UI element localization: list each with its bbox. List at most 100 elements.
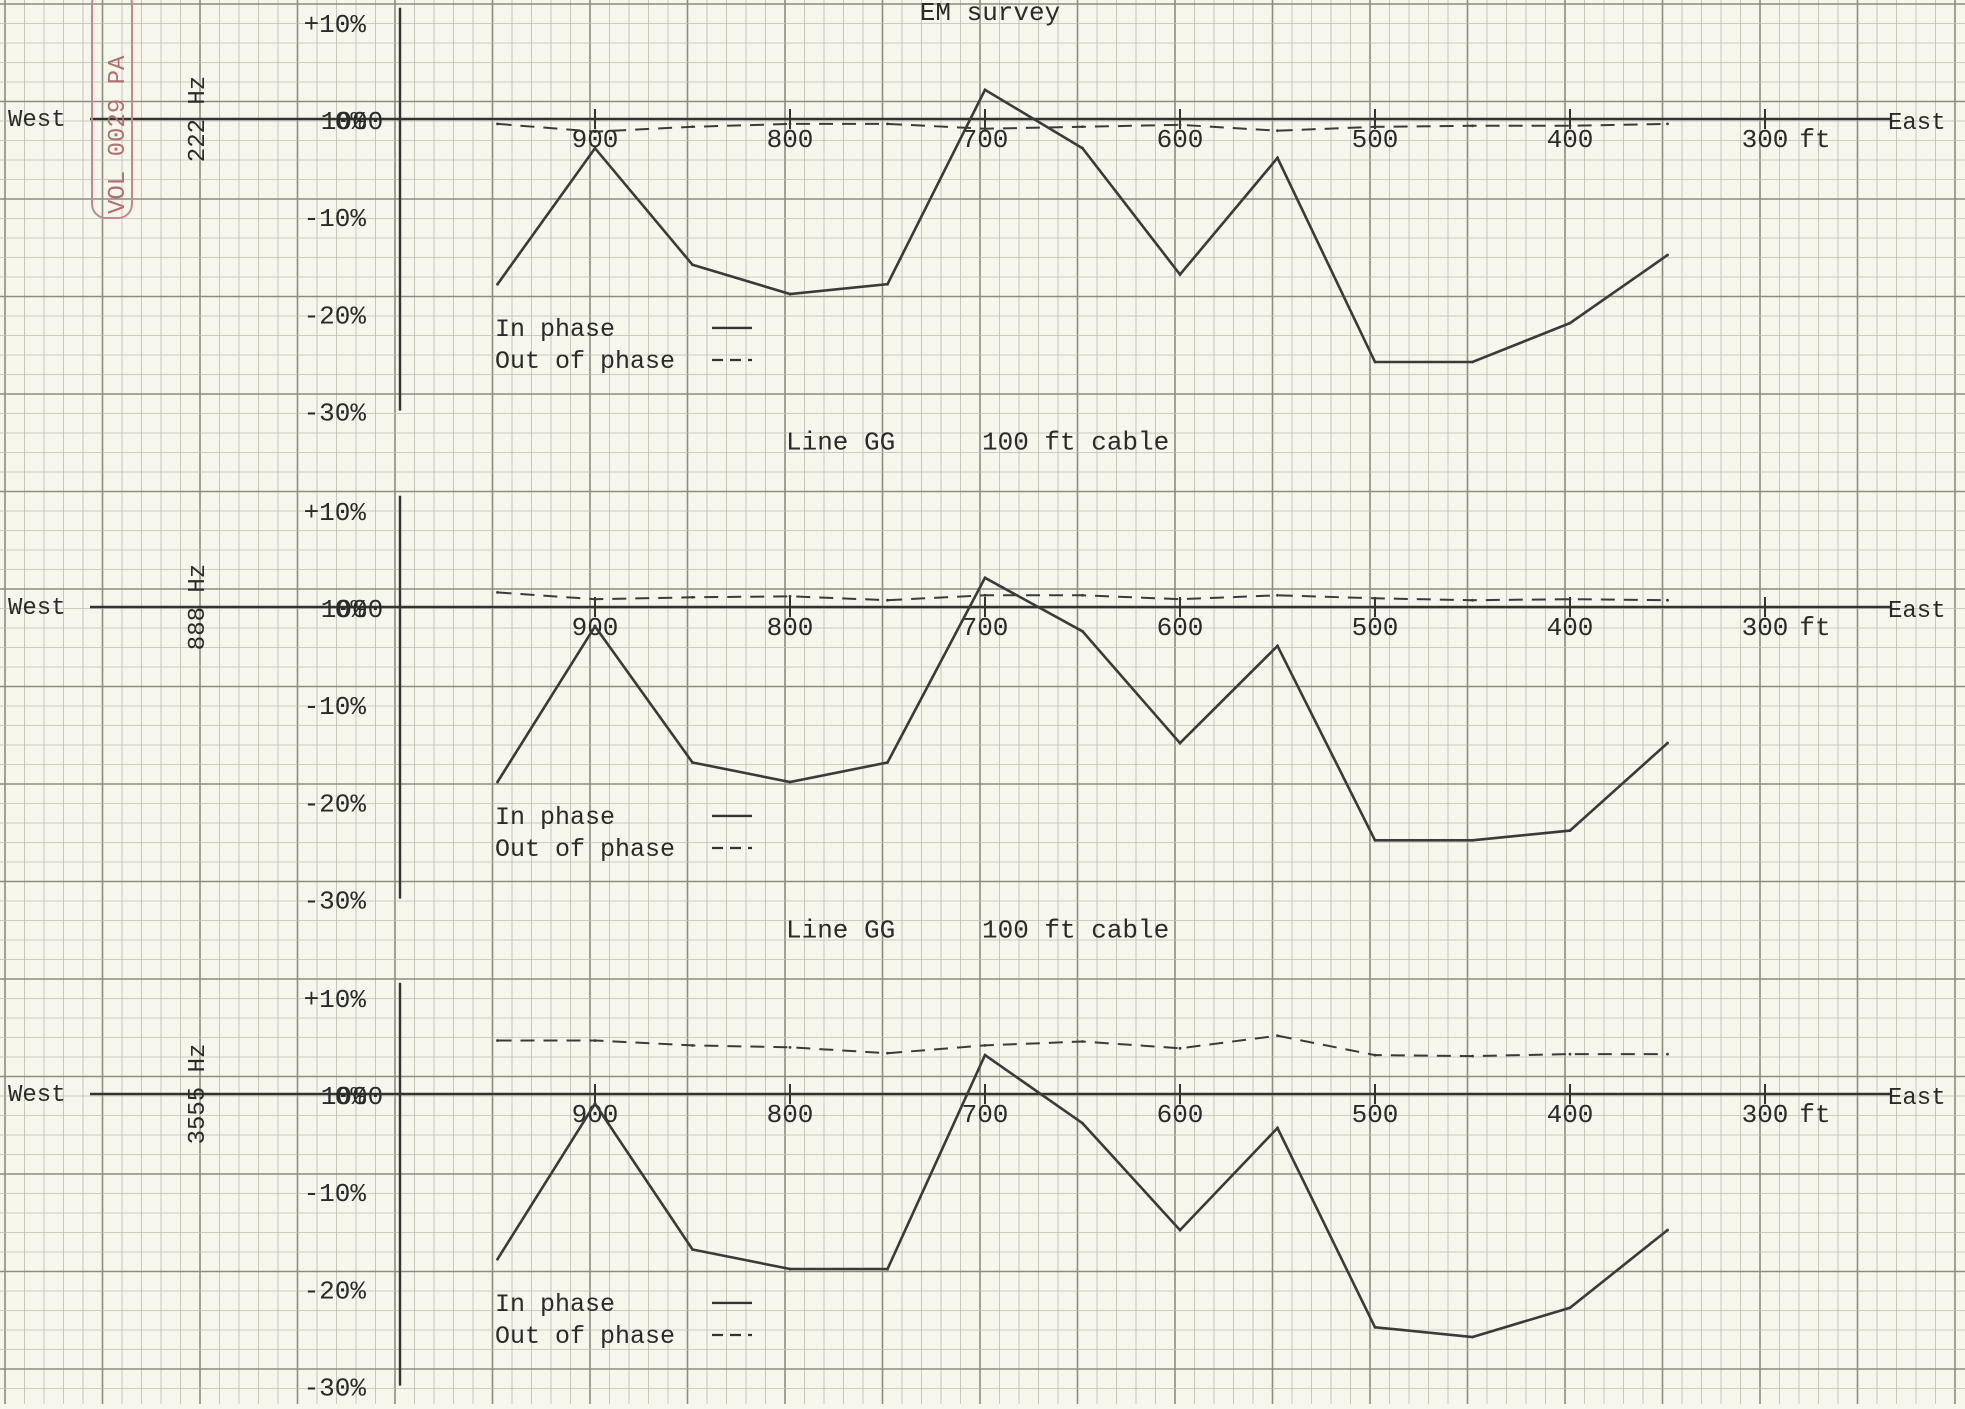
data-point: [1276, 644, 1279, 648]
x-tick-label: 1000: [321, 107, 383, 137]
data-point: [496, 282, 499, 286]
data-point: [1373, 125, 1377, 129]
data-point: [886, 598, 889, 602]
archive-stamp: VOL 0029 PA: [91, 0, 133, 219]
data-point: [1568, 321, 1572, 325]
data-point: [691, 1248, 694, 1251]
west-label: West: [8, 107, 66, 134]
frequency-label: 3555 Hz: [185, 1044, 212, 1145]
data-point: [593, 130, 597, 134]
data-point: [1373, 838, 1377, 842]
stamp-border: [91, 0, 133, 219]
y-tick-label: 0%: [335, 107, 367, 137]
legend-in-phase-label: In phase: [495, 1290, 615, 1319]
y-tick-label: +10%: [304, 498, 367, 528]
data-point: [496, 780, 499, 784]
data-point: [983, 576, 987, 580]
data-point: [886, 1051, 889, 1055]
data-point: [691, 125, 694, 129]
data-point: [1568, 124, 1572, 128]
x-tick-label: 700: [962, 613, 1009, 643]
x-tick-label: 300: [1742, 613, 1789, 643]
y-tick-label: +10%: [304, 985, 367, 1015]
y-tick-label: -10%: [304, 204, 367, 234]
legend-out-of-phase-label: Out of phase: [495, 835, 675, 864]
data-point: [1276, 593, 1279, 597]
data-point: [886, 282, 889, 286]
data-point: [1081, 146, 1084, 150]
x-tick-label: 500: [1352, 1100, 1399, 1130]
data-point: [788, 122, 792, 126]
x-tick-label: 500: [1352, 613, 1399, 643]
x-unit-label: ft: [1799, 613, 1830, 643]
data-point: [1666, 598, 1669, 602]
data-point: [1081, 1121, 1084, 1125]
line-label: Line GG: [786, 427, 895, 457]
x-tick-label: 600: [1157, 1100, 1204, 1130]
data-point: [1276, 129, 1279, 133]
data-point: [1568, 1052, 1572, 1056]
data-point: [1276, 156, 1279, 160]
data-point: [1666, 122, 1669, 126]
data-point: [1471, 1054, 1474, 1058]
data-point: [691, 263, 694, 267]
y-tick-label: -20%: [304, 301, 367, 331]
data-point: [691, 595, 694, 599]
x-tick-label: 300: [1742, 1100, 1789, 1130]
marks-layer: [496, 87, 1669, 1339]
data-point: [1178, 597, 1182, 601]
x-tick-label: 800: [767, 613, 814, 643]
data-point: [1568, 1306, 1572, 1310]
east-label: East: [1888, 1085, 1946, 1112]
x-tick-label: 1000: [321, 595, 383, 625]
frequency-label: 888 Hz: [185, 564, 212, 650]
data-point: [1081, 629, 1084, 633]
y-tick-label: -30%: [304, 887, 367, 917]
x-tick-label: 400: [1547, 1100, 1594, 1130]
x-tick-label: 400: [1547, 613, 1594, 643]
data-point: [1276, 1034, 1279, 1038]
x-tick-label: 1000: [321, 1082, 383, 1112]
data-point: [1081, 125, 1084, 129]
data-point: [886, 1267, 889, 1271]
data-point: [1373, 360, 1377, 364]
data-point: [788, 1267, 792, 1271]
data-point: [496, 122, 499, 126]
data-point: [983, 1044, 987, 1047]
data-point: [788, 594, 792, 598]
data-point: [788, 1045, 792, 1049]
x-tick-label: 600: [1157, 125, 1204, 155]
data-point: [691, 761, 694, 764]
data-point: [886, 761, 889, 764]
y-tick-label: -20%: [304, 789, 367, 819]
data-point: [1568, 829, 1572, 832]
data-point: [1666, 741, 1669, 745]
y-tick-label: 0%: [335, 1082, 367, 1112]
data-point: [1081, 1040, 1084, 1043]
data-point: [1373, 1325, 1377, 1329]
data-point: [593, 146, 597, 150]
y-tick-label: -30%: [304, 399, 367, 429]
y-tick-label: +10%: [304, 10, 367, 40]
east-label: East: [1888, 110, 1946, 137]
x-tick-label: 800: [767, 1100, 814, 1130]
x-tick-label: 600: [1157, 613, 1204, 643]
legend-in-phase-label: In phase: [495, 803, 615, 832]
data-point: [1471, 838, 1474, 842]
data-point: [983, 127, 987, 131]
y-tick-label: -20%: [304, 1276, 367, 1306]
data-point: [1471, 598, 1474, 602]
data-point: [593, 597, 597, 601]
data-point: [886, 122, 889, 126]
data-point: [593, 625, 597, 628]
data-point: [1471, 124, 1474, 128]
data-point: [1471, 1335, 1474, 1339]
line-label: Line GG: [786, 915, 895, 945]
data-point: [1178, 741, 1182, 745]
